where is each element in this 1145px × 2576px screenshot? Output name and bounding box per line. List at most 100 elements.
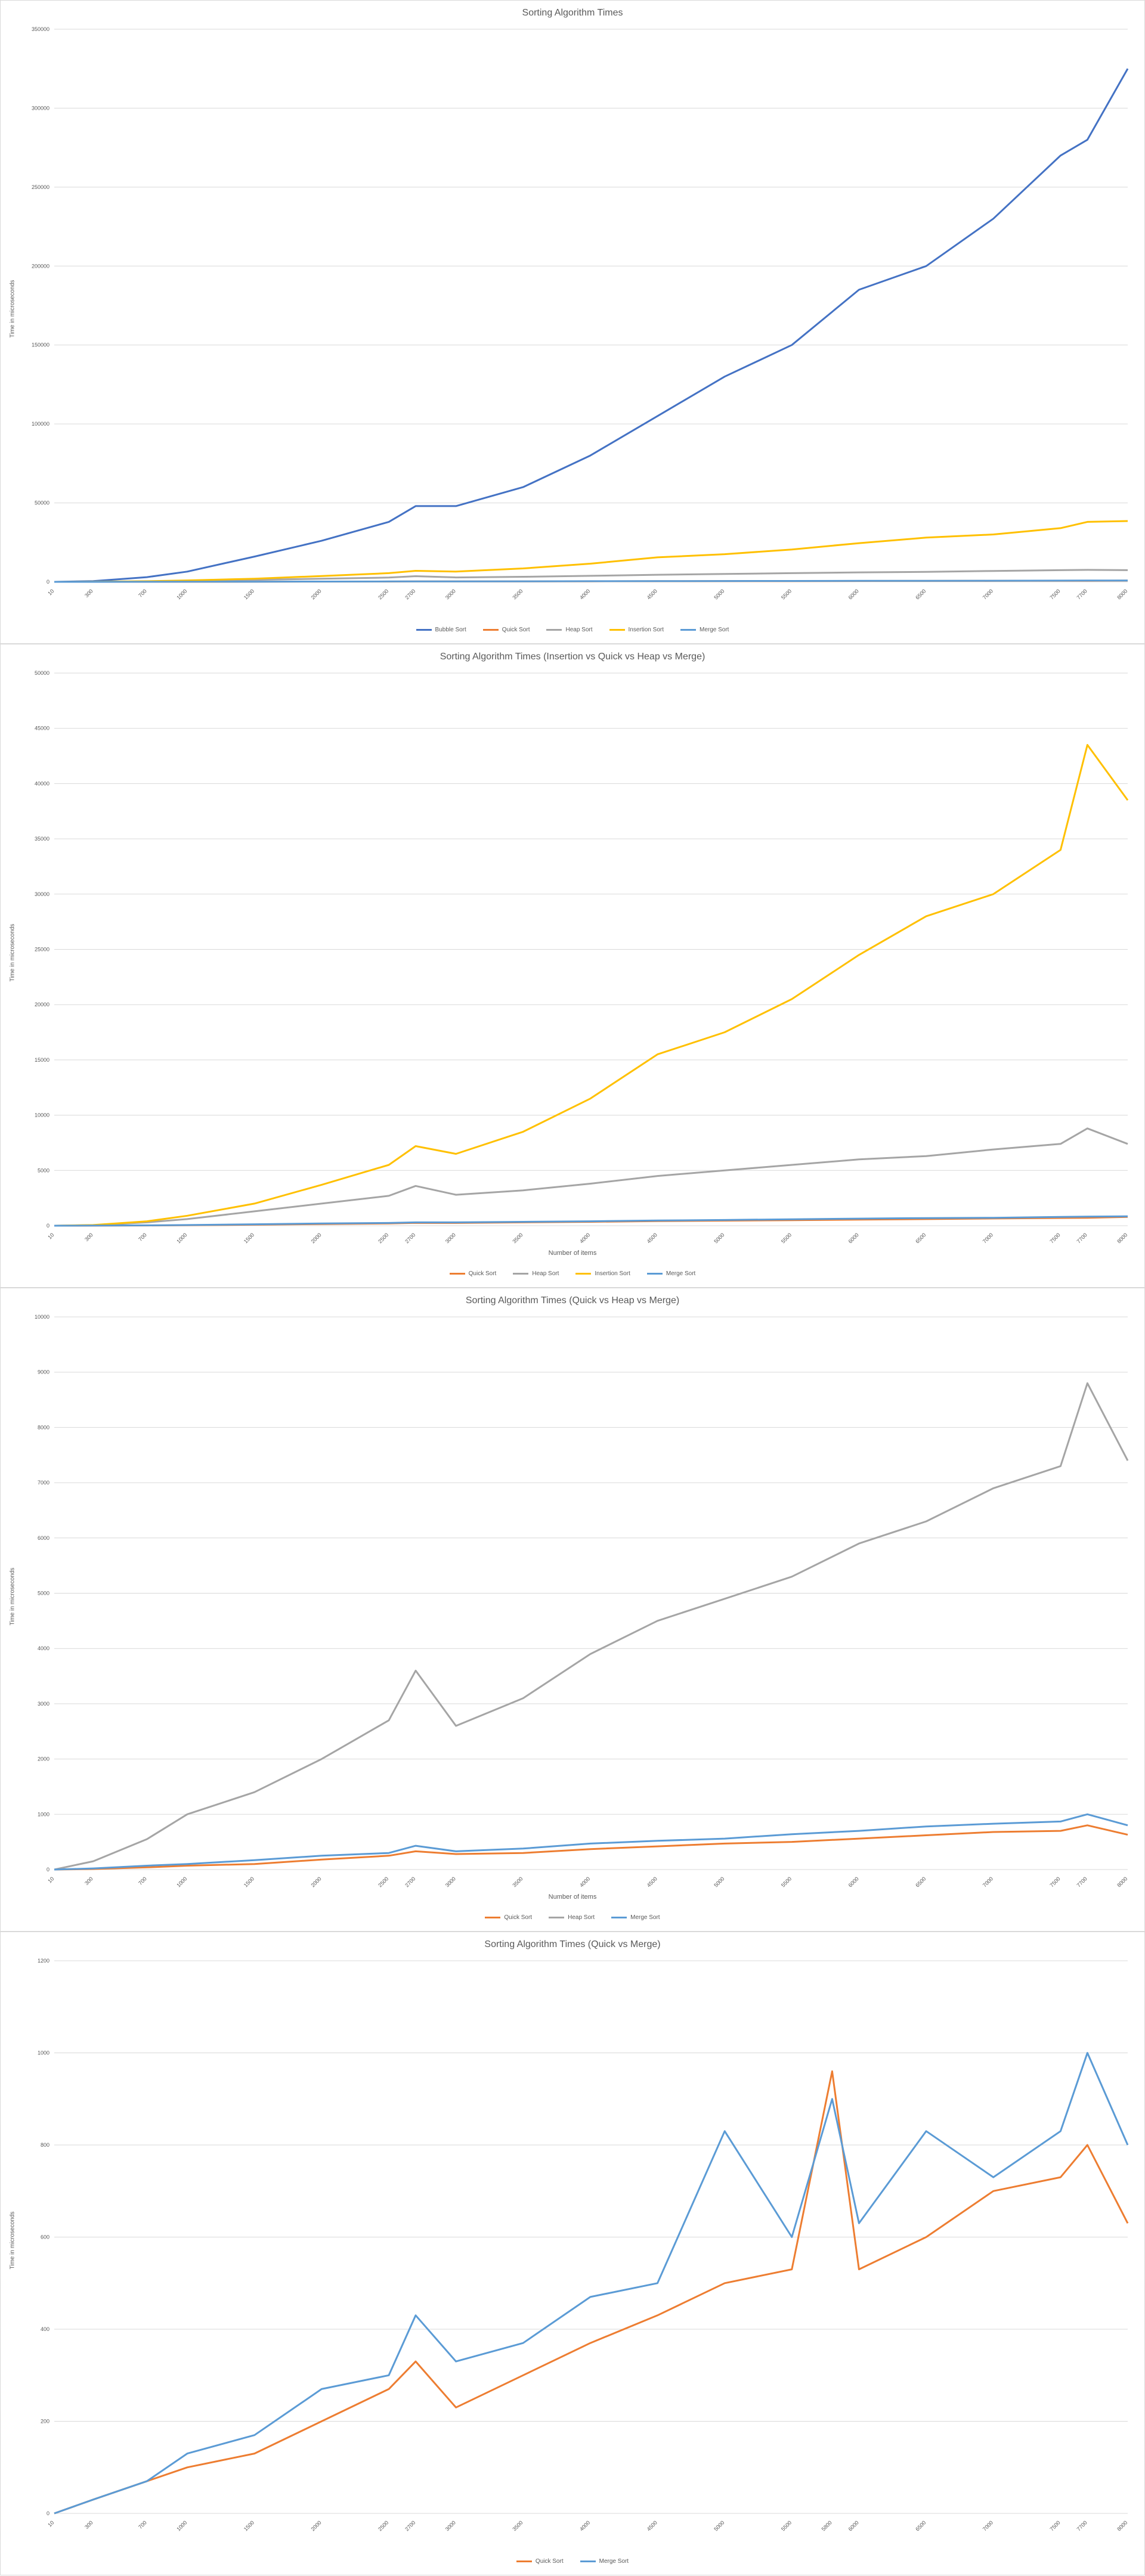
legend-swatch [516, 2560, 532, 2562]
chart-svg: 0 5000 10000 15000 20000 25000 30000 35000 40000… [35, 670, 1129, 1245]
x-tick-label: 2700 [404, 588, 416, 600]
legend-swatch [513, 1273, 529, 1275]
x-tick-label: 6000 [847, 2519, 860, 2532]
x-tick-label: 1500 [243, 588, 255, 600]
y-tick-label: 30000 [35, 891, 49, 897]
x-tick-label: 4000 [578, 1232, 591, 1244]
x-tick-label: 5000 [713, 1876, 725, 1888]
y-tick-label: 20000 [35, 1002, 49, 1008]
legend-swatch [549, 1917, 565, 1918]
x-tick-label: 5500 [780, 588, 793, 600]
x-tick-label: 5500 [780, 1232, 793, 1244]
x-tick-label: 3000 [444, 588, 457, 600]
x-tick-label: 4500 [646, 1232, 658, 1244]
legend-label: Merge Sort [599, 2558, 629, 2565]
chart-svg: 0 50000 100000 150000 200000 250000 300000 3500… [32, 26, 1128, 601]
legend-label: Heap Sort [565, 627, 593, 633]
legend-item: Heap Sort [513, 1270, 559, 1277]
series-line-heap-sort [54, 1382, 1129, 1871]
x-tick-label: 6000 [847, 1232, 860, 1244]
chart-legend: Quick Sort Heap Sort Merge Sort [1, 1914, 1144, 1921]
legend-item: Merge Sort [646, 1270, 695, 1277]
y-axis-title: Time in microseconds [9, 1567, 16, 1626]
x-tick-label: 2000 [310, 588, 322, 600]
series-line-merge-sort [54, 1215, 1128, 1227]
x-tick-label: 700 [137, 1232, 148, 1242]
y-tick-label: 350000 [32, 26, 49, 32]
legend-item: Quick Sort [482, 627, 530, 633]
x-tick-label: 8000 [1116, 1232, 1128, 1244]
x-tick-label: 6500 [914, 2519, 927, 2532]
y-axis-title: Time in microseconds [9, 923, 16, 982]
legend-swatch [611, 1917, 627, 1918]
legend-item: Merge Sort [580, 2558, 629, 2565]
x-tick-label: 3000 [444, 2519, 457, 2532]
x-tick-label: 4000 [578, 588, 591, 600]
legend-label: Insertion Sort [628, 627, 664, 633]
legend-item: Heap Sort [546, 627, 593, 633]
chart-panel-insertion-quick-heap-merge: 0 5000 10000 15000 20000 25000 30000 35000 40000… [0, 644, 1145, 1288]
y-tick-label: 15000 [35, 1057, 49, 1063]
x-tick-label: 300 [83, 2519, 94, 2530]
legend-swatch [580, 2560, 596, 2562]
legend-swatch [482, 629, 499, 631]
legend-item: Merge Sort [611, 1914, 660, 1921]
x-tick-label: 700 [137, 588, 148, 599]
chart-title: Sorting Algorithm Times (Quick vs Heap v… [465, 1295, 680, 1306]
x-tick-label: 7000 [982, 1232, 994, 1244]
legend-swatch [575, 1273, 592, 1275]
x-tick-label: 2700 [404, 1876, 416, 1888]
x-tick-label: 7500 [1049, 2519, 1062, 2532]
x-tick-label: 10 [47, 1876, 55, 1884]
y-tick-label: 3000 [38, 1701, 49, 1707]
series-line-insertion-sort [54, 520, 1128, 583]
y-tick-label: 50000 [35, 670, 49, 676]
legend-item: Quick Sort [516, 2558, 564, 2565]
x-tick-label: 8000 [1116, 588, 1128, 600]
x-tick-label: 2000 [310, 1876, 322, 1888]
y-axis-title: Time in microseconds [9, 2211, 16, 2270]
y-tick-label: 100000 [32, 421, 49, 427]
series-line-insertion-sort [54, 744, 1129, 1227]
x-tick-label: 7500 [1049, 1232, 1062, 1244]
legend-label: Quick Sort [504, 1914, 533, 1921]
x-tick-label: 5000 [713, 2519, 725, 2532]
x-tick-label: 6500 [914, 1232, 927, 1244]
chart-panel-all-algorithms: 0 50000 100000 150000 200000 250000 300000 3500… [0, 0, 1145, 644]
y-tick-label: 7000 [38, 1480, 49, 1486]
x-tick-label: 3500 [511, 1876, 524, 1888]
legend-label: Insertion Sort [595, 1270, 630, 1277]
y-tick-label: 2000 [38, 1756, 49, 1762]
x-tick-label: 300 [83, 1232, 94, 1242]
x-tick-label: 7700 [1076, 2519, 1088, 2532]
legend-swatch [416, 629, 432, 631]
chart-legend: Quick Sort Merge Sort [1, 2558, 1144, 2565]
legend-swatch [546, 629, 562, 631]
x-tick-label: 6500 [914, 1876, 927, 1888]
x-tick-label: 1000 [175, 1232, 188, 1244]
x-tick-label: 7000 [982, 2519, 994, 2532]
x-tick-label: 300 [83, 1876, 94, 1886]
legend-item: Quick Sort [485, 1914, 532, 1921]
x-tick-label: 2700 [404, 1232, 416, 1244]
y-tick-label: 6000 [38, 1535, 49, 1541]
series-line-heap-sort [54, 1127, 1128, 1227]
x-tick-label: 1500 [243, 1876, 255, 1888]
y-tick-label: 45000 [35, 726, 49, 731]
x-tick-label: 2500 [377, 1876, 389, 1888]
x-tick-label: 2700 [404, 2519, 416, 2532]
y-tick-label: 1200 [38, 1958, 49, 1964]
y-tick-label: 0 [47, 1223, 49, 1229]
x-tick-label: 4000 [578, 1876, 591, 1888]
x-tick-label: 6000 [847, 588, 860, 600]
y-tick-label: 10000 [35, 1314, 49, 1320]
y-tick-label: 4000 [38, 1645, 49, 1651]
series-line-merge-sort [54, 2052, 1129, 2515]
y-tick-label: 50000 [35, 500, 49, 506]
chart-legend: Quick Sort Heap Sort Insertion Sort Merge S… [1, 1270, 1144, 1277]
x-tick-label: 8000 [1116, 2519, 1128, 2532]
y-tick-label: 300000 [32, 105, 49, 111]
x-tick-label: 3500 [511, 588, 524, 600]
x-tick-label: 4500 [646, 588, 658, 600]
x-tick-label: 4000 [578, 2519, 591, 2532]
